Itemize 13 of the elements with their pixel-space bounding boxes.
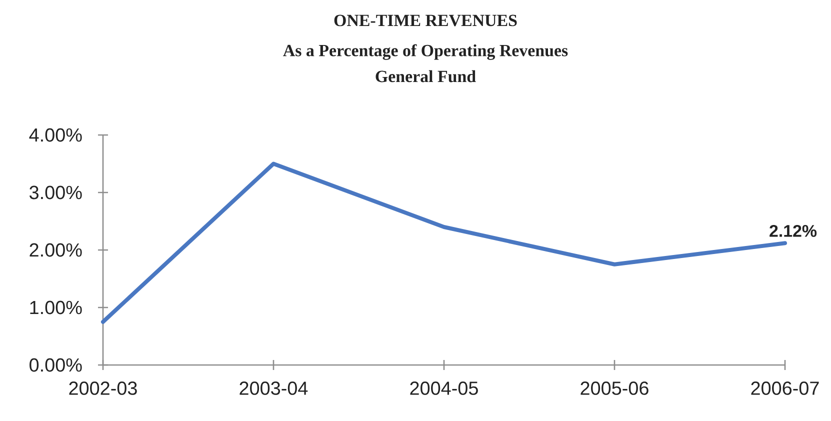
y-tick-label: 3.00% [30, 186, 82, 200]
data-label: 2.12% [770, 224, 817, 237]
chart-title: ONE-TIME REVENUES [334, 14, 517, 26]
y-tick-label: 1.00% [30, 300, 82, 314]
y-tick-label: 2.00% [30, 243, 82, 257]
x-tick-label: 2005-06 [580, 382, 648, 395]
chart-subtitle: As a Percentage of Operating Revenues General Fund [283, 44, 568, 82]
x-tick-label: 2002-03 [69, 382, 137, 395]
y-tick-label: 0.00% [30, 358, 82, 372]
x-tick-label: 2003-04 [240, 382, 308, 395]
x-tick-label: 2006-07 [751, 382, 819, 395]
x-tick-label: 2004-05 [410, 382, 478, 395]
y-tick-label: 4.00% [29, 128, 82, 142]
